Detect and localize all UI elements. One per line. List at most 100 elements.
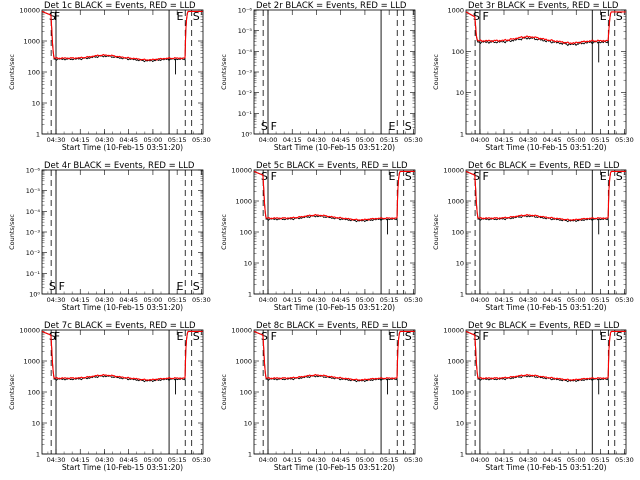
chart-title: Det 4r BLACK = Events, RED = LLD [44,161,195,171]
x-axis-label: Start Time (10-Feb-15 03:51:20) [274,463,395,472]
y-tick-label: 100 [240,229,252,237]
y-tick-label: 10 [456,260,464,268]
event-marker: S [405,330,412,343]
x-tick-label: 05:15 [380,456,399,464]
event-marker: S [261,170,268,183]
event-marker: S [49,280,56,293]
y-tick-label: 10000 [19,327,40,335]
x-tick-label: 05:00 [567,136,586,144]
y-tick-label: 1000 [447,198,464,206]
chart-panel-6: Det 6c BLACK = Events, RED = LLD 1 10 100 10… [432,161,634,312]
event-marker: E [389,170,396,183]
series-lld-line [465,170,626,221]
event-marker: S [616,330,623,343]
x-tick-label: 04:45 [119,456,138,464]
x-tick-label: 05:00 [144,136,163,144]
plot-frame [465,329,627,455]
x-tick-label: 04:15 [283,136,302,144]
y-tick-label: 100 [28,389,40,397]
x-axis-label: Start Time (10-Feb-15 03:51:20) [274,143,395,152]
y-tick-label: 10000 [231,167,252,175]
x-tick-label: 05:00 [144,296,163,304]
x-tick-label: 04:00 [259,296,278,304]
series-lld-line [41,330,203,381]
event-marker: E [600,10,607,23]
x-tick-label: 05:30 [615,136,634,144]
plot-frame [465,169,627,295]
event-marker: S [193,280,200,293]
x-tick-label: 04:45 [119,296,138,304]
chart-panel-7: Det 7c BLACK = Events, RED = LLD 1 10 100 10… [8,321,211,472]
x-axis-label: Start Time (10-Feb-15 03:51:20) [485,143,606,152]
x-tick-label: 04:30 [307,456,326,464]
chart-title: Det 8c BLACK = Events, RED = LLD [256,321,408,331]
series-lld-line [465,11,626,45]
x-tick-label: 04:30 [519,296,538,304]
x-tick-label: 04:15 [283,456,302,464]
x-tick-label: 05:30 [404,296,423,304]
y-tick-label: 1000 [23,358,40,366]
x-tick-label: 04:45 [543,136,562,144]
y-axis-label: Counts/sec [8,54,16,90]
series-lld-line [253,330,415,381]
y-tick-label: 10⁻³ [26,229,41,237]
x-axis-label: Start Time (10-Feb-15 03:51:20) [485,303,606,312]
y-tick-label: 1 [460,131,464,139]
series-lld-line [253,170,415,221]
event-marker: F [483,330,489,343]
chart-panel-2: Det 2r BLACK = Events, RED = LLD 10⁰ 10⁻¹ 1… [220,1,423,152]
chart-title: Det 5c BLACK = Events, RED = LLD [256,161,408,171]
y-tick-label: 1 [36,451,40,459]
x-axis-label: Start Time (10-Feb-15 03:51:20) [62,303,183,312]
event-marker: E [177,10,184,23]
x-tick-label: 04:45 [543,296,562,304]
y-tick-label: 100 [452,48,464,56]
x-tick-label: 05:00 [567,296,586,304]
x-tick-label: 05:30 [615,456,634,464]
x-tick-label: 04:30 [519,136,538,144]
chart-panel-5: Det 5c BLACK = Events, RED = LLD 1 10 100 10… [220,161,423,312]
x-tick-label: 04:30 [307,136,326,144]
y-axis-label: Counts/sec [220,214,228,250]
x-tick-label: 05:30 [404,456,423,464]
x-tick-label: 04:30 [519,456,538,464]
x-tick-label: 05:15 [380,296,399,304]
y-axis-label: Counts/sec [432,54,440,90]
x-tick-label: 05:00 [567,456,586,464]
y-tick-label: 10 [32,100,40,108]
event-marker: F [54,330,60,343]
x-tick-label: 04:15 [71,296,90,304]
x-tick-label: 04:30 [95,456,114,464]
plot-frame [253,169,416,295]
x-tick-label: 04:45 [119,136,138,144]
y-tick-label: 1 [460,451,464,459]
x-tick-label: 04:00 [471,136,490,144]
event-marker: S [49,10,56,23]
x-tick-label: 05:15 [168,296,187,304]
y-axis-label: Counts/sec [220,374,228,410]
y-tick-label: 1000 [23,38,40,46]
x-axis-label: Start Time (10-Feb-15 03:51:20) [274,303,395,312]
x-tick-label: 04:15 [71,136,90,144]
event-marker: S [616,10,623,23]
x-tick-label: 04:15 [71,456,90,464]
y-tick-label: 10⁻¹ [26,270,41,278]
y-tick-label: 100 [452,229,464,237]
y-axis-label: Counts/sec [8,214,16,250]
x-tick-label: 04:30 [307,296,326,304]
event-marker: S [473,10,480,23]
y-tick-label: 100 [28,69,40,77]
x-tick-label: 04:00 [259,456,278,464]
y-tick-label: 10⁻⁵ [26,187,41,195]
y-tick-label: 10 [244,420,252,428]
x-tick-label: 05:00 [356,296,375,304]
event-marker: S [49,330,56,343]
event-marker: S [405,120,412,133]
x-tick-label: 05:30 [615,296,634,304]
chart-title: Det 9c BLACK = Events, RED = LLD [468,321,620,331]
y-tick-label: 10⁻³ [238,69,253,77]
x-tick-label: 05:15 [591,456,610,464]
y-tick-label: 10⁻⁴ [26,208,41,216]
event-marker: S [193,10,200,23]
